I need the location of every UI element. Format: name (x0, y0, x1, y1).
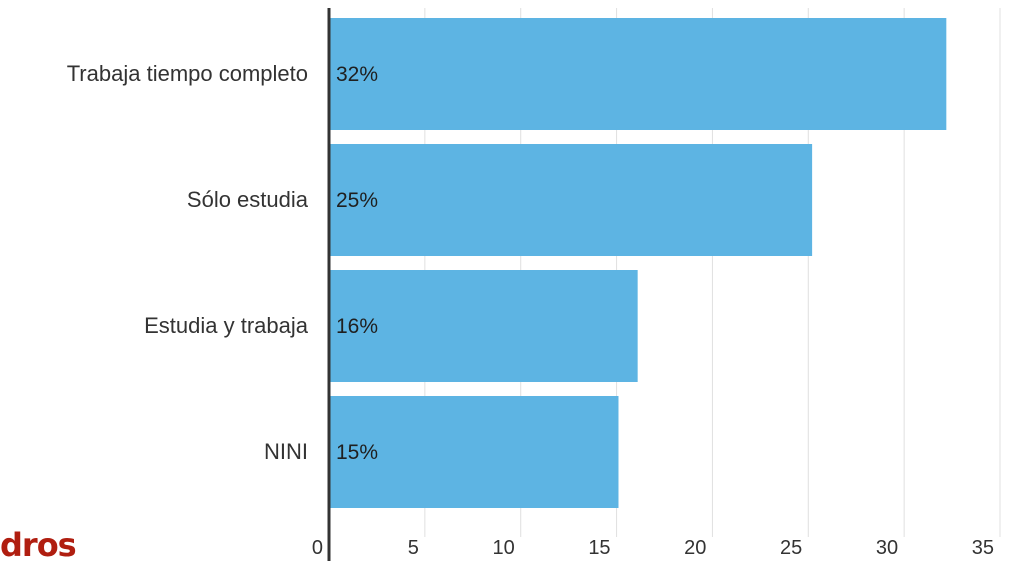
bar (329, 18, 947, 130)
x-tick-label: 35 (972, 537, 994, 559)
bar (329, 396, 619, 508)
category-label: NINI (264, 439, 308, 464)
x-tick-label: 15 (588, 537, 610, 559)
category-label: Estudia y trabaja (144, 313, 309, 338)
data-label: 32% (336, 63, 378, 86)
data-labels: 32% 25% 16% 15% (336, 63, 378, 464)
x-axis-ticks: 0 5 10 15 20 25 30 35 (312, 537, 994, 559)
data-label: 16% (336, 315, 378, 338)
bars (329, 18, 947, 508)
category-label: Sólo estudia (187, 187, 309, 212)
bar (329, 144, 813, 256)
x-tick-label: 10 (492, 537, 514, 559)
category-labels: Trabaja tiempo completo Sólo estudia Estud… (67, 61, 309, 464)
data-label: 25% (336, 189, 378, 212)
x-tick-label: 5 (408, 537, 419, 559)
bar (329, 270, 638, 382)
data-label: 15% (336, 441, 378, 464)
partial-heading-text: dros (0, 526, 77, 564)
x-tick-label: 30 (876, 537, 898, 559)
x-tick-label: 20 (684, 537, 706, 559)
x-tick-label: 0 (312, 537, 323, 559)
x-tick-label: 25 (780, 537, 802, 559)
category-label: Trabaja tiempo completo (67, 61, 308, 86)
